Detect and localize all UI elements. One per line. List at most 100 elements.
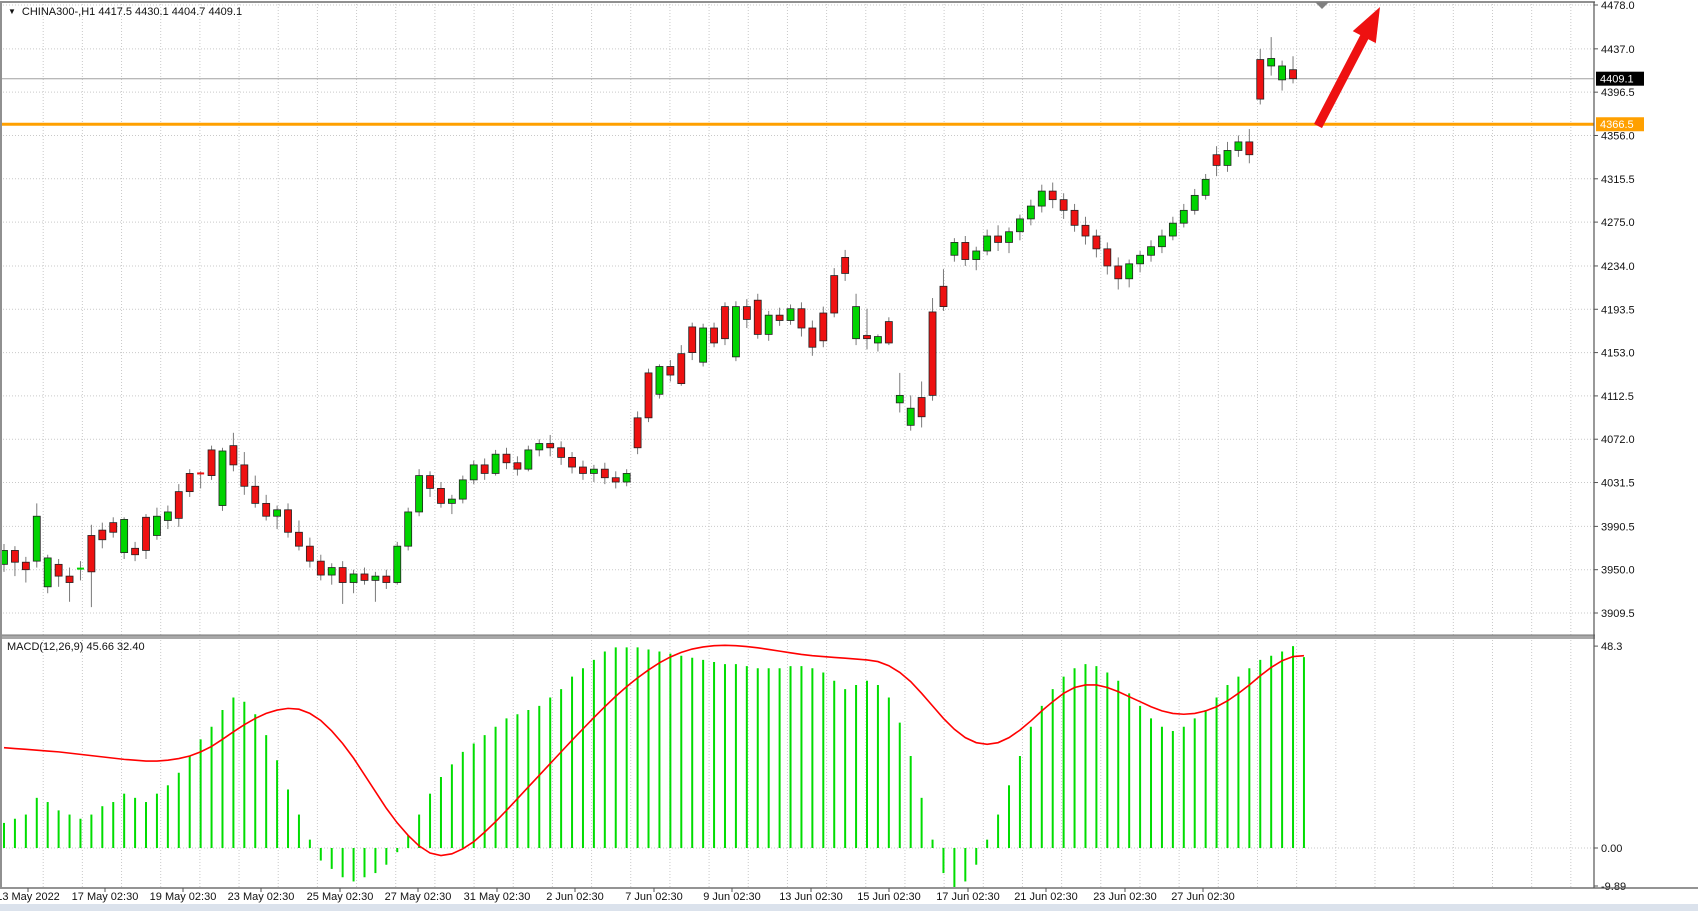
bear-candle xyxy=(480,464,489,474)
candlesticks[interactable] xyxy=(0,37,1297,608)
time-axis-label: 27 Jun 02:30 xyxy=(1171,891,1235,903)
bull-candle xyxy=(349,573,358,583)
bull-candle xyxy=(732,306,740,358)
trend-arrow-shaft[interactable] xyxy=(1314,29,1372,129)
bull-candle xyxy=(393,545,402,583)
bear-candle xyxy=(295,531,303,547)
symbol-header: ▼ CHINA300-,H1 4417.5 4430.1 4404.7 4409.… xyxy=(8,6,242,18)
bear-candle xyxy=(830,275,839,314)
bull-candle xyxy=(1168,222,1177,237)
bear-candle xyxy=(240,464,249,487)
bull-candle xyxy=(524,449,533,470)
pane-separator[interactable] xyxy=(0,635,1698,639)
time-axis-label: 27 May 02:30 xyxy=(385,891,452,903)
bear-candle xyxy=(688,326,697,353)
bull-candle xyxy=(43,557,52,588)
bear-candle xyxy=(841,257,850,274)
svg-text:3990.5: 3990.5 xyxy=(1601,521,1635,533)
svg-text:4112.5: 4112.5 xyxy=(1601,391,1634,403)
bull-candle xyxy=(218,450,227,506)
bear-candle xyxy=(863,335,871,340)
svg-text:4409.1: 4409.1 xyxy=(1600,74,1634,86)
window-bottom-strip xyxy=(0,904,1698,911)
bear-candle xyxy=(557,447,566,458)
bull-candle xyxy=(950,242,959,256)
symbol-timeframe-label: CHINA300-,H1 xyxy=(21,6,96,18)
svg-text:4234.0: 4234.0 xyxy=(1601,261,1635,273)
bear-candle xyxy=(98,529,107,541)
bull-candle xyxy=(1016,218,1024,233)
time-axis-label: 21 Jun 02:30 xyxy=(1014,891,1078,903)
bull-candle xyxy=(1005,231,1013,243)
bull-candle xyxy=(764,314,773,335)
bull-candle xyxy=(1267,58,1276,67)
bear-candle xyxy=(600,468,609,479)
bull-candle xyxy=(1201,178,1210,196)
symbol-dropdown-icon[interactable]: ▼ xyxy=(8,7,16,16)
svg-text:4366.5: 4366.5 xyxy=(1600,119,1634,131)
svg-text:4356.0: 4356.0 xyxy=(1601,130,1635,142)
bear-candle xyxy=(994,235,1002,243)
bear-candle xyxy=(65,575,74,583)
bear-candle xyxy=(961,242,970,260)
bull-candle xyxy=(786,308,795,321)
bull-candle xyxy=(327,567,336,576)
bear-candle xyxy=(360,573,369,581)
macd-indicator-label: MACD(12,26,9) 45.66 32.40 xyxy=(7,641,145,653)
svg-text:4072.0: 4072.0 xyxy=(1601,434,1635,446)
bull-candle xyxy=(32,515,41,562)
chart-shift-marker-icon[interactable] xyxy=(1315,2,1329,9)
bear-candle xyxy=(721,306,729,340)
bear-candle xyxy=(437,488,445,504)
bull-candle xyxy=(1147,246,1155,256)
bull-candle xyxy=(447,498,456,504)
svg-text:4315.5: 4315.5 xyxy=(1601,174,1635,186)
trend-arrow-head-icon[interactable] xyxy=(1352,7,1380,44)
bull-candle xyxy=(1026,205,1035,220)
bull-candle xyxy=(1190,194,1199,211)
time-axis-label: 7 Jun 02:30 xyxy=(625,891,683,903)
bear-candle xyxy=(185,473,194,493)
time-axis-label: 31 May 02:30 xyxy=(464,891,531,903)
time-axis-label: 19 May 02:30 xyxy=(150,891,217,903)
bull-candle xyxy=(469,464,478,481)
bear-candle xyxy=(1114,265,1123,280)
bull-candle xyxy=(153,515,161,536)
bull-candle xyxy=(895,394,904,404)
bear-candle xyxy=(382,575,391,583)
bear-candle xyxy=(710,327,718,344)
bear-candle xyxy=(1256,59,1265,100)
bear-candle xyxy=(513,462,522,470)
bull-candle xyxy=(415,475,424,513)
bear-candle xyxy=(1048,190,1057,201)
price-axis-panel[interactable] xyxy=(1595,0,1698,888)
bear-candle xyxy=(611,477,620,483)
bull-candle xyxy=(1234,141,1243,151)
svg-text:4478.0: 4478.0 xyxy=(1601,0,1635,12)
bear-candle xyxy=(109,522,118,533)
bear-candle xyxy=(1059,199,1068,211)
bear-candle xyxy=(753,299,762,335)
bear-candle xyxy=(1092,235,1101,250)
time-axis-label: 17 Jun 02:30 xyxy=(936,891,1000,903)
macd-axis-label: 48.3 xyxy=(1601,641,1622,653)
time-axis-labels: 13 May 2022 17 May 02:30 19 May 02:30 23 Ma… xyxy=(0,888,1235,903)
macd-histogram xyxy=(3,646,1305,887)
bear-candle xyxy=(775,314,784,321)
bull-candle xyxy=(535,443,544,451)
bear-candle xyxy=(11,550,19,563)
time-axis-label: 23 Jun 02:30 xyxy=(1093,891,1157,903)
bull-candle xyxy=(1125,263,1134,280)
bear-candle xyxy=(426,475,434,489)
bear-candle xyxy=(338,567,347,583)
vertical-gridlines xyxy=(42,4,1572,888)
bear-candle xyxy=(884,321,893,344)
bear-candle xyxy=(305,545,314,562)
bull-candle xyxy=(404,511,413,547)
bear-candle xyxy=(939,285,948,307)
bear-candle xyxy=(1103,248,1112,267)
bear-candle xyxy=(633,417,642,449)
